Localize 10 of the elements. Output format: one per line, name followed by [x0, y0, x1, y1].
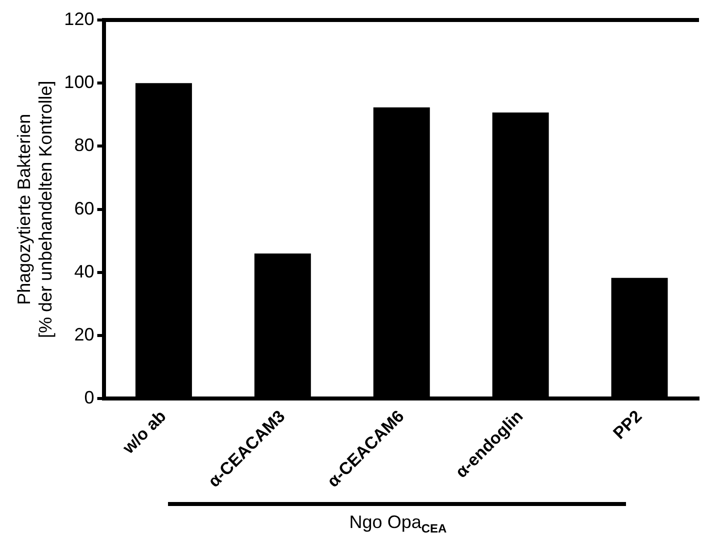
x-axis-title: Ngo Opa$_{CEA}$	[348, 512, 448, 536]
y-tick-label: 20	[74, 324, 94, 345]
x-tick-label: w/o ab	[118, 406, 170, 458]
y-tick-label: 60	[74, 198, 94, 218]
y-tick-label: 100	[64, 72, 94, 92]
y-axis-title: Phagozytierte Bakterien [% der unbehandelten Kontrolle]	[14, 80, 56, 338]
y-tick-label: 40	[74, 261, 94, 282]
y-tick-label: 80	[74, 135, 94, 156]
y-tick-label: 0	[84, 388, 94, 408]
y-tick-label: 120	[64, 8, 94, 29]
